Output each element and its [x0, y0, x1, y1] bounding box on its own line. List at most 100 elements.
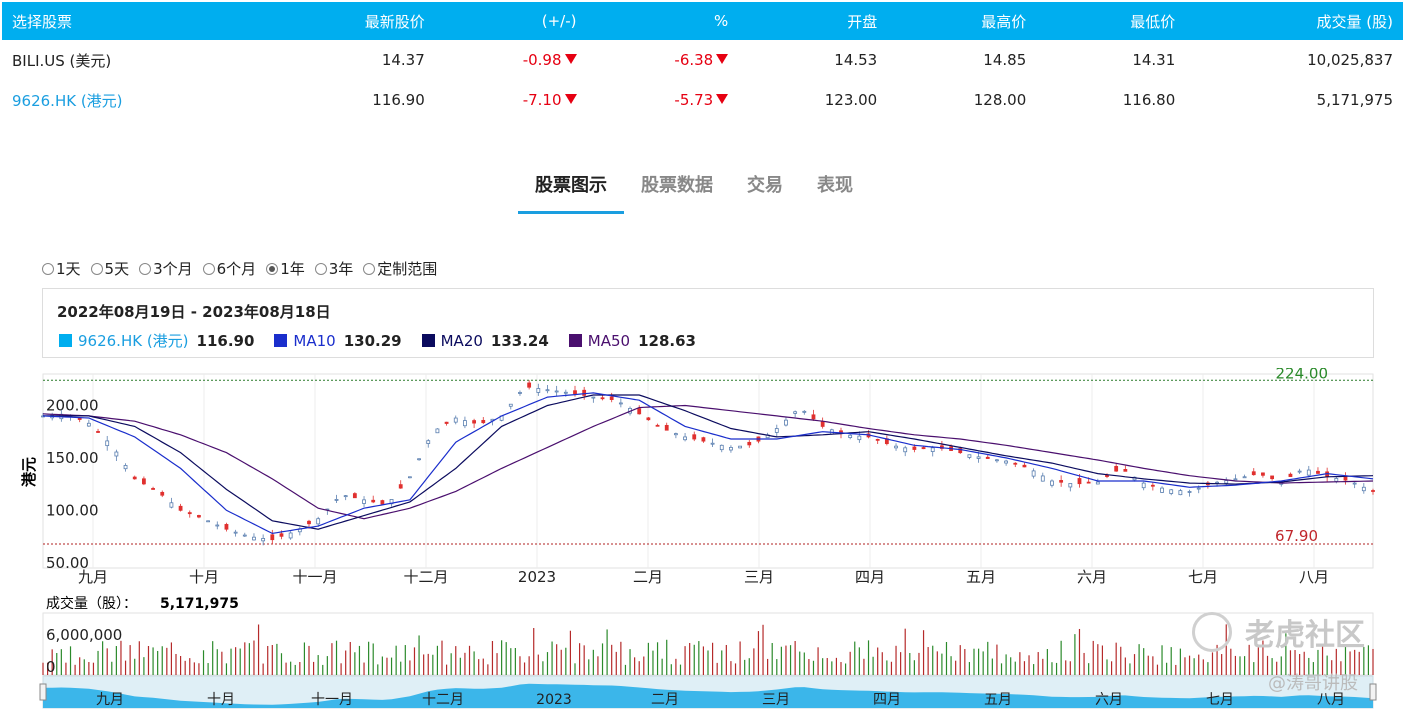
- candle-body: [426, 440, 431, 444]
- min-price-label: 67.90: [1275, 527, 1318, 545]
- navigator-left-handle[interactable]: [39, 683, 47, 701]
- candle-body: [1095, 481, 1100, 485]
- quote-table: 选择股票 最新股价 (+/-) % 开盘 最高价 最低价 成交量 (股) BIL…: [2, 2, 1403, 120]
- down-arrow-icon: [564, 54, 577, 64]
- range-6m[interactable]: 6个月: [202, 258, 257, 279]
- x-tick-label: 二月: [633, 568, 663, 586]
- last-price-cell: 14.37: [381, 51, 425, 69]
- candle-body: [1059, 480, 1064, 483]
- chart-legend: 9626.HK (港元) 116.90 MA10 130.29 MA20 133…: [59, 330, 710, 351]
- candle-body: [1261, 472, 1265, 476]
- y-axis-ticks: 200.00 150.00 100.00 50.00: [46, 396, 99, 571]
- candle-body: [536, 388, 541, 393]
- symbol-cell[interactable]: 9626.HK (港元): [12, 91, 123, 110]
- radio-icon[interactable]: [202, 262, 215, 275]
- navigator-tick-label: 五月: [984, 692, 1012, 708]
- radio-icon[interactable]: [314, 262, 327, 275]
- tab-stock-data[interactable]: 股票数据: [641, 175, 713, 196]
- candle-body: [527, 382, 532, 388]
- candle-body: [1031, 470, 1036, 477]
- tab-trading[interactable]: 交易: [747, 175, 783, 196]
- legend-value: 128.63: [638, 331, 696, 350]
- candle-body: [105, 440, 110, 447]
- candle-body: [582, 389, 587, 396]
- table-row: 9626.HK (港元) 116.90 -7.10 -5.73 123.00 1…: [2, 80, 1403, 120]
- legend-value: 130.29: [343, 331, 402, 350]
- price-plot-area[interactable]: [42, 373, 1374, 569]
- navigator-right-handle[interactable]: [1369, 683, 1377, 701]
- candle-body: [820, 421, 825, 427]
- navigator-tick-label: 六月: [1095, 692, 1123, 708]
- range-3y[interactable]: 3年: [314, 258, 353, 279]
- x-tick-label: 三月: [744, 568, 774, 586]
- candle-body: [701, 437, 706, 442]
- candle-body: [664, 424, 669, 431]
- candle-body: [930, 447, 935, 452]
- volume-bars: [42, 624, 1374, 675]
- candle-body: [242, 534, 247, 537]
- candle-body: [187, 512, 192, 515]
- candle-body: [1306, 469, 1311, 476]
- candle-body: [206, 520, 211, 523]
- range-selector: 1天 5天 3个月 6个月 1年 3年 定制范围: [42, 258, 437, 279]
- radio-icon[interactable]: [90, 262, 103, 275]
- pct-cell: -5.73: [587, 80, 739, 120]
- candle-body: [279, 533, 284, 537]
- candle-body: [1040, 475, 1045, 482]
- candle-body: [1150, 484, 1155, 487]
- range-5d[interactable]: 5天: [90, 258, 129, 279]
- legend-swatch: [421, 334, 435, 347]
- pct-value: -5.73: [674, 91, 714, 109]
- low-cell: 116.80: [1122, 91, 1176, 109]
- candle-body: [784, 419, 788, 426]
- range-1d[interactable]: 1天: [42, 258, 81, 279]
- candle-body: [921, 447, 926, 450]
- change-cell: -0.98: [435, 40, 587, 80]
- candle-body: [380, 500, 385, 505]
- radio-icon[interactable]: [139, 262, 152, 275]
- watermark-author: @涛哥讲股: [1268, 673, 1358, 694]
- candle-body: [1169, 489, 1174, 494]
- range-label: 6个月: [216, 260, 257, 278]
- down-arrow-icon: [716, 94, 729, 104]
- volume-tick-label: 0: [46, 658, 56, 676]
- header-open: 开盘: [738, 2, 888, 40]
- candle-body: [573, 390, 577, 395]
- range-custom[interactable]: 定制范围: [363, 258, 437, 279]
- candle-body: [334, 499, 339, 501]
- open-cell: 14.53: [834, 51, 878, 69]
- navigator-tick-label: 三月: [762, 692, 790, 708]
- down-arrow-icon: [564, 94, 577, 104]
- candle-body: [673, 433, 678, 436]
- volume-cell: 10,025,837: [1307, 51, 1393, 69]
- radio-selected-icon[interactable]: [266, 262, 279, 275]
- candle-body: [802, 410, 807, 413]
- candle-body: [352, 493, 357, 499]
- change-cell: -7.10: [435, 80, 587, 120]
- range-1y[interactable]: 1年: [266, 258, 305, 279]
- radio-icon[interactable]: [42, 262, 54, 275]
- tiger-logo-icon: [1192, 612, 1232, 652]
- candle-body: [472, 420, 477, 424]
- symbol-cell[interactable]: BILI.US (美元): [12, 51, 112, 70]
- candle-body: [270, 534, 275, 541]
- y-tick-label: 200.00: [46, 396, 99, 414]
- radio-icon[interactable]: [363, 262, 376, 275]
- volume-label: 成交量（股）：: [46, 595, 137, 612]
- candle-body: [637, 408, 642, 415]
- header-symbol[interactable]: 选择股票: [2, 2, 271, 40]
- tab-performance[interactable]: 表现: [817, 175, 853, 196]
- range-3m[interactable]: 3个月: [139, 258, 193, 279]
- candle-body: [371, 499, 376, 503]
- candle-body: [646, 417, 651, 421]
- candle-body: [151, 488, 155, 490]
- candle-body: [481, 419, 486, 424]
- high-cell: 128.00: [973, 91, 1027, 109]
- tab-stock-chart[interactable]: 股票图示: [518, 165, 624, 214]
- candle-body: [793, 411, 798, 414]
- x-tick-label: 十二月: [403, 568, 448, 586]
- candle-body: [995, 459, 999, 462]
- y-axis-label: 港元: [20, 457, 38, 487]
- navigator-tick-label: 八月: [1317, 692, 1345, 708]
